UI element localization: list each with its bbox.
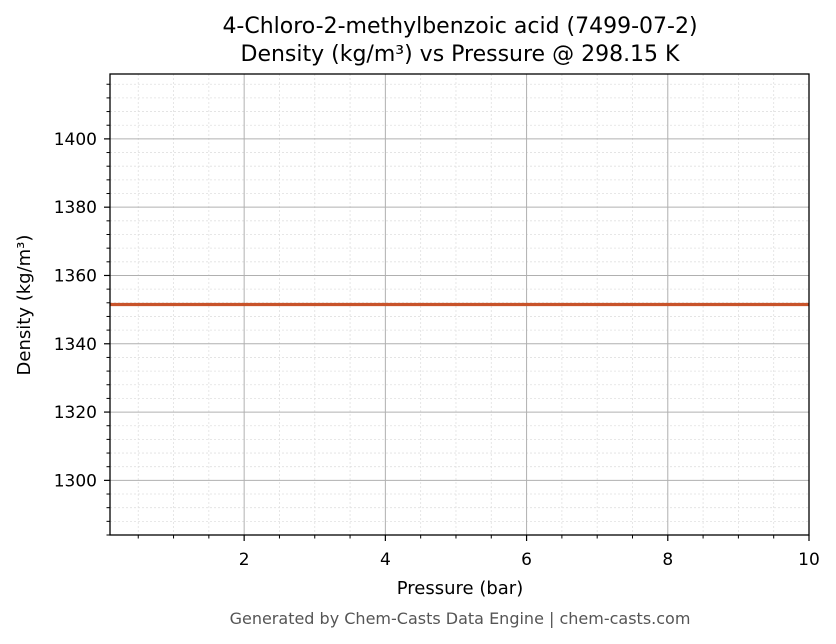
y-tick-label: 1400: [54, 130, 97, 150]
x-axis-label: Pressure (bar): [397, 578, 523, 599]
chart-subtitle: Density (kg/m³) vs Pressure @ 298.15 K: [241, 42, 681, 67]
y-tick-label: 1360: [54, 266, 97, 286]
minor-grid: [110, 74, 809, 536]
y-tick-label: 1300: [54, 471, 97, 491]
chart-title: 4-Chloro-2-methylbenzoic acid (7499-07-2…: [222, 14, 697, 39]
x-axis-ticks: 2 4 6 8 10: [137, 535, 820, 570]
y-tick-label: 1380: [54, 198, 97, 218]
x-tick-label: 2: [239, 550, 250, 570]
y-tick-label: 1340: [54, 335, 97, 355]
x-tick-label: 10: [798, 550, 820, 570]
footer-credit: Generated by Chem-Casts Data Engine | ch…: [230, 609, 691, 628]
y-axis-label: Density (kg/m³): [14, 235, 35, 376]
plot-frame: [109, 73, 810, 536]
y-tick-label: 1320: [54, 403, 97, 423]
x-tick-label: 8: [662, 550, 673, 570]
y-axis-ticks: 1300 1320 1340 1360 1380 1400: [54, 83, 110, 536]
x-tick-label: 4: [380, 550, 391, 570]
x-tick-label: 6: [521, 550, 532, 570]
